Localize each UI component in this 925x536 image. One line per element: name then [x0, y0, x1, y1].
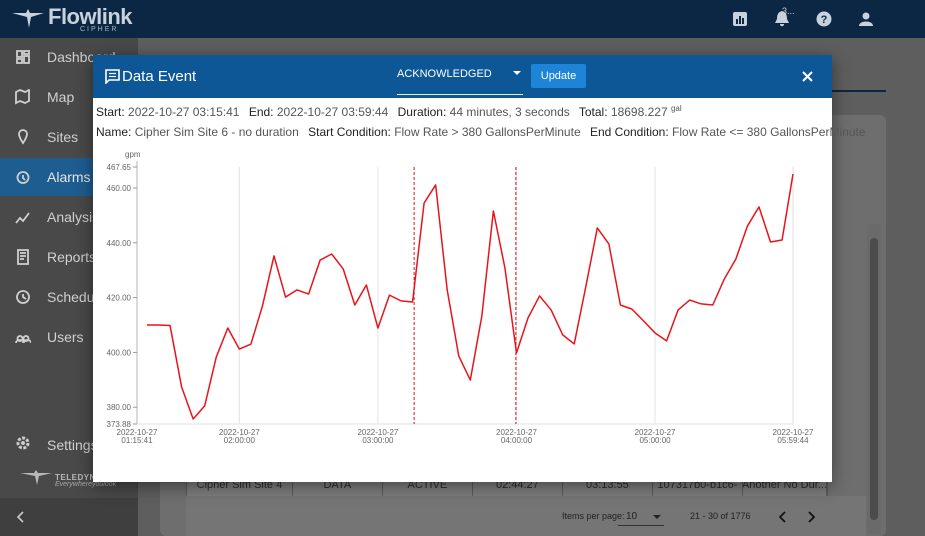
nav-icon — [16, 290, 30, 304]
brand-tagline: Everywhereyoulook — [55, 481, 117, 488]
scrollbar[interactable] — [867, 224, 881, 534]
collapse-button[interactable] — [17, 511, 25, 523]
x-tick-label: 2022-10-27 01:15:41 — [117, 428, 158, 445]
y-tick-label: 380.00 — [107, 403, 132, 412]
user-icon[interactable] — [859, 12, 873, 26]
table-cell: 107317b0-b1c6- — [653, 474, 743, 496]
table-cell: ACTIVE — [383, 474, 473, 496]
notification-badge: 3... — [782, 6, 795, 16]
scrollbar-thumb[interactable] — [870, 238, 878, 520]
y-unit: gpm — [125, 150, 141, 159]
nav-icon — [16, 50, 30, 64]
settings-icon — [16, 436, 30, 450]
data-event-dialog: Data Event ACKNOWLEDGED Update Start: 20… — [93, 55, 865, 482]
nav-label[interactable]: Sites — [47, 129, 79, 145]
y-tick-label: 373.88 — [107, 420, 132, 429]
y-tick-label: 420.00 — [107, 294, 132, 303]
logo-icon — [12, 9, 44, 28]
x-tick-label: 2022-10-27 05:59:44 — [773, 428, 814, 445]
nav-icon — [15, 212, 30, 224]
dialog-title: Data Event — [122, 68, 197, 85]
logo-subtitle: CIPHER — [80, 26, 119, 33]
event-conditions: Name: Cipher Sim Site 6 - no duration St… — [96, 125, 871, 139]
field-label: End: — [248, 105, 274, 119]
table-cell: 03:13:55 — [563, 474, 653, 496]
field-value: 2022-10-27 03:15:41 — [128, 105, 240, 119]
field-label: Name: — [96, 125, 132, 139]
field-label: Duration: — [397, 105, 447, 119]
svg-text:?: ? — [821, 14, 828, 26]
table-cell: DATA — [293, 474, 383, 496]
field-label: End Condition: — [589, 125, 669, 139]
nav-label[interactable]: Users — [47, 329, 84, 345]
nav-item[interactable]: Sites — [0, 118, 138, 156]
field-value: Cipher Sim Site 6 - no duration — [134, 125, 299, 139]
field-label: Start: — [96, 105, 125, 119]
field-unit: gal — [670, 104, 682, 113]
nav-icon — [15, 89, 30, 105]
table-cell: Another No Dur... — [743, 474, 827, 496]
nav-item[interactable]: Analysis — [0, 198, 138, 236]
select-underline — [397, 94, 523, 95]
select-underline — [618, 525, 664, 526]
y-tick-label: 460.00 — [107, 184, 132, 193]
nav-label[interactable]: Reports — [47, 249, 97, 265]
status-select[interactable]: ACKNOWLEDGED — [397, 68, 492, 80]
flow-chart: gpm 2022-10-27 01:15:41 2022-10-27 02:00:00… — [107, 150, 814, 445]
next-page[interactable] — [807, 511, 815, 523]
close-button[interactable] — [802, 71, 813, 82]
brand-icon — [20, 470, 52, 485]
y-tick-label: 400.00 — [107, 348, 132, 357]
nav-icon — [17, 249, 29, 265]
help-icon[interactable]: ? — [816, 11, 832, 27]
field-value: Flow Rate > 380 GallonsPerMinute — [394, 125, 581, 139]
field-value: 18698.227 — [610, 105, 668, 119]
nav-item[interactable]: Reports — [0, 238, 138, 276]
field-label: Start Condition: — [308, 125, 391, 139]
x-tick-label: 2022-10-27 04:00:00 — [496, 428, 537, 445]
nav-label[interactable]: Schedule — [47, 289, 106, 305]
previous-page[interactable] — [779, 511, 787, 523]
page-range: 21 - 30 of 1776 — [690, 511, 751, 521]
nav-icon — [18, 129, 28, 145]
nav-label[interactable]: Map — [47, 89, 75, 105]
nav-icon — [16, 171, 30, 184]
table-cell: 02:44:27 — [473, 474, 563, 496]
paginator: Items per page: 10 21 - 30 of 1776 — [186, 496, 866, 536]
dialog-icon — [105, 69, 120, 84]
x-tick-label: 2022-10-27 05:00:00 — [635, 428, 676, 445]
y-tick-label: 440.00 — [107, 239, 132, 248]
y-tick-label: 467.65 — [107, 163, 132, 172]
logo: Flowlink — [48, 4, 133, 29]
data-line — [146, 173, 794, 420]
notification-icon[interactable] — [775, 11, 789, 27]
report-icon[interactable] — [733, 12, 747, 26]
x-tick-label: 2022-10-27 03:00:00 — [357, 428, 398, 445]
items-per-page-value[interactable]: 10 — [626, 511, 638, 522]
field-label: Total: — [578, 105, 608, 119]
nav-item[interactable]: Schedule — [0, 278, 138, 316]
field-value: 2022-10-27 03:59:44 — [276, 105, 389, 119]
nav-item[interactable]: Map — [0, 78, 138, 116]
settings-link[interactable]: Settings — [47, 437, 98, 453]
x-tick-label: 2022-10-27 02:00:00 — [219, 428, 260, 445]
brand: TELEDYNE — [55, 473, 102, 482]
nav-icon — [15, 335, 31, 344]
items-per-page-label: Items per page: — [562, 511, 625, 521]
sidebar-footer — [0, 498, 138, 536]
nav-label[interactable]: Analysis — [47, 209, 100, 225]
dialog-header: Data Event ACKNOWLEDGED Update — [93, 55, 832, 98]
event-summary: Start: 2022-10-27 03:15:41 End: 2022-10-… — [96, 104, 682, 119]
items-per-page-caret[interactable] — [653, 515, 661, 520]
field-value: Flow Rate <= 380 GallonsPerMinute — [672, 125, 866, 139]
table-cell: Cipher Sim Site 4 — [187, 474, 293, 496]
top-bar: Flowlink CIPHER 3... ? — [0, 0, 925, 38]
nav-label[interactable]: Alarms — [47, 169, 91, 185]
update-button[interactable]: Update — [531, 64, 586, 88]
tab-underline — [832, 90, 886, 92]
status-caret[interactable] — [513, 71, 521, 76]
nav-item[interactable]: Users — [0, 318, 138, 356]
field-value: 44 minutes, 3 seconds — [449, 105, 570, 119]
